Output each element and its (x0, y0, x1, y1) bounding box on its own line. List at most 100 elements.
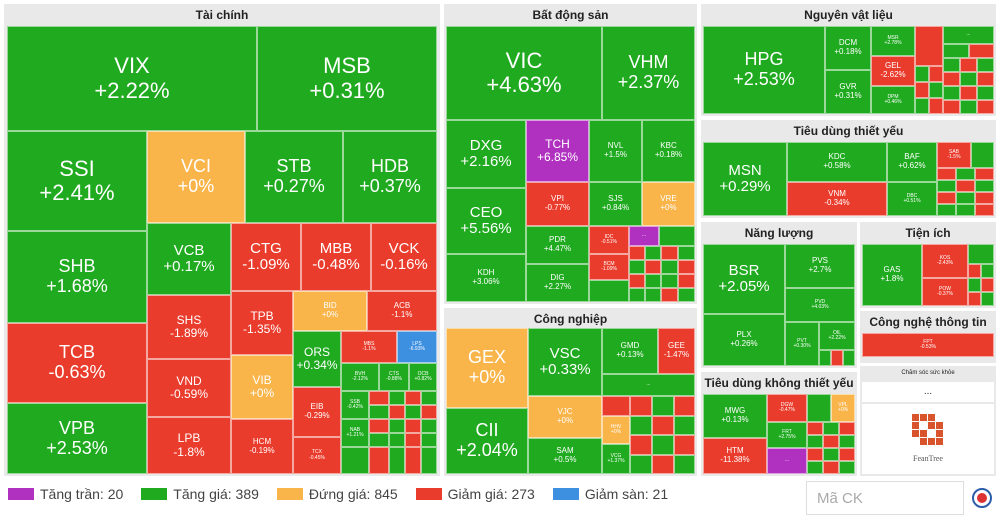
stock-tile[interactable]: PLX +0.26% (703, 314, 785, 366)
stock-tile[interactable]: VRE +0% (642, 182, 695, 226)
stock-tile[interactable]: PVT +0.30% (785, 322, 819, 366)
stock-tile[interactable]: DIG +2.27% (526, 264, 589, 302)
small-tile[interactable] (968, 292, 981, 306)
small-tile[interactable] (831, 350, 843, 366)
small-tile[interactable] (341, 447, 369, 474)
stock-tile[interactable]: BID +0% (293, 291, 367, 331)
stock-tile[interactable]: HHV +0% (602, 416, 630, 444)
small-tile[interactable] (943, 44, 969, 58)
small-tile[interactable] (369, 405, 389, 419)
small-tile[interactable] (630, 416, 652, 435)
small-tile[interactable] (389, 433, 405, 447)
small-tile[interactable] (405, 419, 421, 433)
stock-tile[interactable]: ... (602, 374, 695, 396)
small-tile[interactable] (915, 82, 929, 98)
stock-tile[interactable]: ... (943, 26, 994, 44)
small-tile[interactable] (652, 416, 674, 435)
stock-tile[interactable]: GEE -1.47% (658, 328, 695, 374)
stock-tile[interactable]: DBC +0.51% (887, 182, 937, 216)
small-tile[interactable] (389, 405, 405, 419)
small-tile[interactable] (929, 98, 943, 114)
stock-tile[interactable]: MBB -0.48% (301, 223, 371, 291)
legend-floor[interactable]: Giảm sàn: 21 (552, 486, 668, 502)
stock-tile[interactable]: TCX -0.45% (293, 437, 341, 474)
small-tile[interactable] (630, 435, 652, 455)
small-tile[interactable] (975, 180, 994, 192)
stock-tile[interactable]: BSR +2.05% (703, 244, 785, 314)
stock-tile[interactable]: VSC +0.33% (528, 328, 602, 396)
stock-tile[interactable]: GVR +0.31% (825, 70, 871, 114)
small-tile[interactable] (943, 86, 960, 100)
stock-tile[interactable]: POW -0.37% (922, 278, 968, 306)
stock-tile[interactable]: VIB +0% (231, 355, 293, 419)
stock-tile[interactable]: SSB -0.42% (341, 391, 369, 419)
more-panel[interactable]: ... (862, 382, 994, 402)
stock-tile[interactable]: DPM +0.46% (871, 86, 915, 114)
stock-tile[interactable]: CTS -0.88% (379, 363, 409, 391)
small-tile[interactable] (937, 204, 956, 216)
stock-tile[interactable]: MSB +0.31% (257, 26, 437, 131)
small-tile[interactable] (960, 86, 977, 100)
small-tile[interactable] (819, 350, 831, 366)
stock-tile[interactable]: GAS +1.8% (862, 244, 922, 306)
small-tile[interactable] (943, 58, 960, 72)
small-tile[interactable] (960, 72, 977, 86)
stock-tile[interactable]: VJC +0% (528, 396, 602, 438)
small-tile[interactable] (678, 274, 695, 288)
small-tile[interactable] (937, 168, 956, 180)
small-tile[interactable] (645, 260, 661, 274)
stock-tile[interactable]: HTM -11.38% (703, 438, 767, 474)
small-tile[interactable] (929, 66, 943, 82)
small-tile[interactable] (645, 288, 661, 302)
small-tile[interactable] (661, 288, 678, 302)
small-tile[interactable] (645, 274, 661, 288)
small-tile[interactable] (977, 58, 994, 72)
stock-tile[interactable]: ... (629, 226, 659, 246)
stock-tile[interactable]: GEL -2.62% (871, 56, 915, 86)
stock-tile[interactable]: FRT +2.75% (767, 422, 807, 448)
small-tile[interactable] (421, 391, 437, 405)
small-tile[interactable] (629, 288, 645, 302)
small-tile[interactable] (839, 422, 855, 435)
stock-tile[interactable]: IDC -0.51% (589, 226, 629, 254)
small-tile[interactable] (915, 98, 929, 114)
stock-tile[interactable]: NVL +1.5% (589, 120, 642, 182)
small-tile[interactable] (956, 192, 975, 204)
small-tile[interactable] (956, 180, 975, 192)
small-tile[interactable] (968, 278, 981, 292)
small-tile[interactable] (929, 82, 943, 98)
small-tile[interactable] (981, 292, 994, 306)
small-tile[interactable] (405, 391, 421, 405)
small-tile[interactable] (915, 66, 929, 82)
small-tile[interactable] (960, 100, 977, 114)
stock-tile[interactable]: ... (767, 448, 807, 474)
small-tile[interactable] (839, 435, 855, 448)
small-tile[interactable] (405, 433, 421, 447)
stock-tile[interactable]: HPG +2.53% (703, 26, 825, 114)
small-tile[interactable] (629, 274, 645, 288)
stock-tile[interactable]: TCB -0.63% (7, 323, 147, 403)
small-tile[interactable] (823, 448, 839, 461)
small-tile[interactable] (674, 416, 695, 435)
small-tile[interactable] (389, 419, 405, 433)
stock-tile[interactable]: VCB +0.17% (147, 223, 231, 295)
small-tile[interactable] (589, 280, 629, 302)
small-tile[interactable] (389, 447, 405, 474)
stock-tile[interactable]: SSI +2.41% (7, 131, 147, 231)
small-tile[interactable] (421, 419, 437, 433)
small-tile[interactable] (659, 226, 695, 246)
stock-tile[interactable]: BCM -1.09% (589, 254, 629, 280)
small-tile[interactable] (661, 246, 678, 260)
small-tile[interactable] (629, 246, 645, 260)
small-tile[interactable] (975, 204, 994, 216)
small-tile[interactable] (369, 447, 389, 474)
stock-tile[interactable]: KOS -2.43% (922, 244, 968, 278)
small-tile[interactable] (807, 435, 823, 448)
small-tile[interactable] (421, 433, 437, 447)
small-tile[interactable] (678, 260, 695, 274)
stock-tile[interactable]: KDH +3.06% (446, 254, 526, 302)
stock-tile[interactable]: PVD +4.03% (785, 288, 855, 322)
stock-tile[interactable]: ORS +0.34% (293, 331, 341, 387)
small-tile[interactable] (943, 100, 960, 114)
stock-tile[interactable]: VPI -0.77% (526, 182, 589, 226)
